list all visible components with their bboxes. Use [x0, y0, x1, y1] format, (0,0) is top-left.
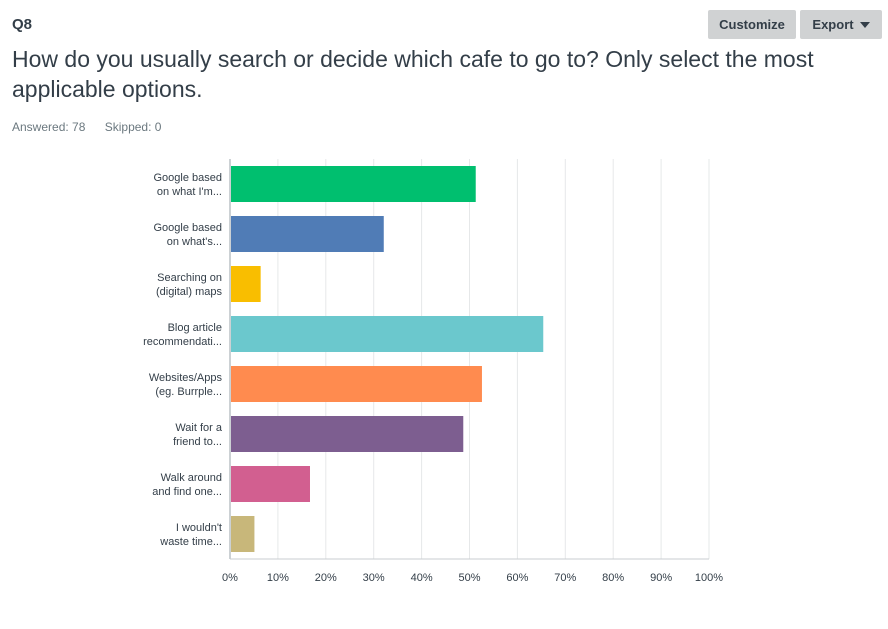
x-tick-label: 100% — [695, 572, 723, 584]
bar — [231, 516, 255, 552]
category-label: I wouldn't waste time... — [159, 522, 222, 548]
question-number: Q8 — [12, 16, 33, 33]
bar — [231, 366, 482, 402]
response-stats: Answered: 78 Skipped: 0 — [12, 120, 177, 134]
caret-down-icon — [859, 22, 870, 28]
x-tick-label: 30% — [363, 572, 385, 584]
category-label: Blog article recommendati... — [143, 322, 222, 348]
x-tick-label: 50% — [458, 572, 480, 584]
customize-button[interactable]: Customize — [708, 10, 796, 39]
bar — [231, 266, 261, 302]
bar — [231, 316, 544, 352]
category-label: Wait for a friend to... — [173, 422, 223, 448]
x-tick-label: 0% — [222, 572, 238, 584]
x-tick-label: 80% — [602, 572, 624, 584]
question-title: How do you usually search or decide whic… — [12, 46, 814, 102]
bar — [231, 166, 476, 202]
bar — [231, 466, 310, 502]
category-label: Websites/Apps (eg. Burrple... — [149, 372, 223, 398]
export-label: Export — [812, 17, 854, 32]
x-tick-label: 70% — [554, 572, 576, 584]
category-label: Searching on (digital) maps — [156, 272, 223, 298]
category-label: Google based on what I'm... — [154, 172, 223, 198]
x-tick-label: 20% — [315, 572, 337, 584]
x-tick-label: 40% — [411, 572, 433, 584]
export-button[interactable]: Export — [800, 10, 882, 39]
category-label: Walk around and find one... — [152, 472, 222, 498]
x-tick-label: 90% — [650, 572, 672, 584]
x-tick-label: 10% — [267, 572, 289, 584]
skipped-count: Skipped: 0 — [104, 120, 162, 134]
bar — [231, 216, 384, 252]
answered-count: Answered: 78 — [12, 120, 86, 134]
x-tick-label: 60% — [506, 572, 528, 584]
bar — [231, 416, 464, 452]
category-label: Google based on what's... — [154, 222, 223, 248]
customize-label: Customize — [719, 17, 785, 32]
